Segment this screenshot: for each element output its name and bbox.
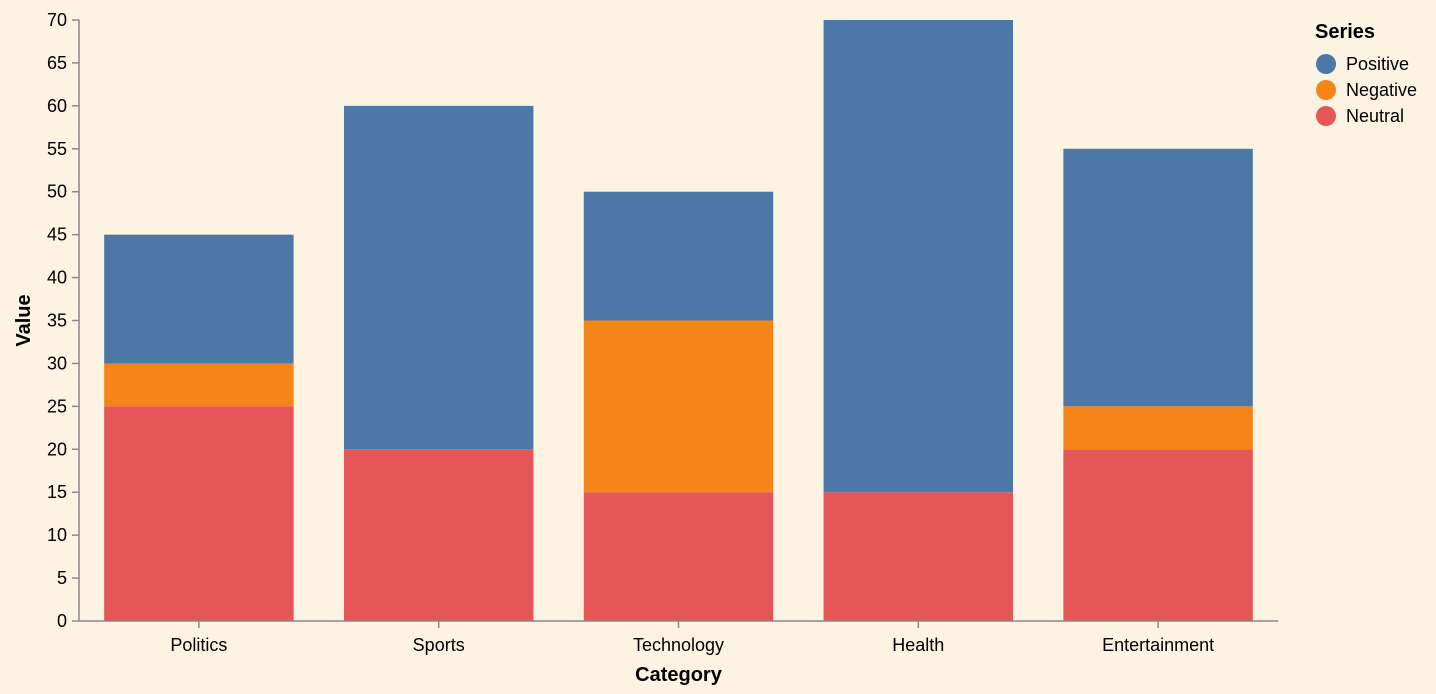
bar-entertainment-negative (1063, 406, 1253, 450)
legend: Series Positive Negative Neutral (1315, 21, 1417, 126)
y-tick-label: 40 (47, 268, 67, 288)
legend-swatch-neutral (1316, 106, 1336, 126)
y-axis: 0 5 10 15 20 25 30 35 40 45 50 55 60 65 70 (47, 10, 80, 631)
bar-technology-positive (583, 191, 774, 321)
bar-sports-positive (343, 105, 534, 450)
y-axis-title: Value (13, 294, 35, 346)
legend-label-negative: Negative (1346, 80, 1417, 100)
y-tick-label: 5 (57, 568, 67, 588)
bar-technology-neutral (583, 492, 774, 621)
y-tick-label: 60 (47, 96, 67, 116)
x-tick-label: Entertainment (1102, 635, 1214, 655)
y-tick-label: 10 (47, 525, 67, 545)
x-tick-label: Sports (413, 635, 465, 655)
y-tick-label: 70 (47, 10, 67, 30)
x-tick-label: Health (892, 635, 944, 655)
y-tick-label: 55 (47, 139, 67, 159)
bar-entertainment-neutral (1063, 449, 1253, 621)
x-tick-label: Politics (170, 635, 227, 655)
x-axis-title: Category (635, 664, 723, 686)
y-tick-label: 65 (47, 53, 67, 73)
y-tick-label: 50 (47, 182, 67, 202)
y-tick-label: 15 (47, 482, 67, 502)
legend-swatch-negative (1316, 80, 1336, 100)
y-tick-label: 0 (57, 611, 67, 631)
bar-politics-negative (104, 363, 294, 407)
y-tick-label: 30 (47, 353, 67, 373)
legend-label-positive: Positive (1346, 54, 1409, 74)
x-tick-label: Technology (633, 635, 724, 655)
bar-entertainment-positive (1063, 148, 1253, 407)
x-axis: Politics Sports Technology Health Entertainm… (79, 620, 1278, 655)
bar-health-positive (823, 20, 1014, 493)
bar-sports-neutral (343, 449, 534, 621)
y-tick-label: 35 (47, 311, 67, 331)
y-tick-label: 45 (47, 225, 67, 245)
y-tick-label: 20 (47, 439, 67, 459)
bar-politics-positive (104, 234, 294, 364)
bar-politics-neutral (104, 406, 294, 621)
bar-technology-negative (583, 320, 774, 493)
legend-label-neutral: Neutral (1346, 106, 1404, 126)
legend-title: Series (1315, 21, 1375, 43)
y-tick-label: 25 (47, 396, 67, 416)
bars-group (104, 20, 1253, 621)
bar-health-neutral (823, 492, 1014, 621)
legend-swatch-positive (1316, 54, 1336, 74)
